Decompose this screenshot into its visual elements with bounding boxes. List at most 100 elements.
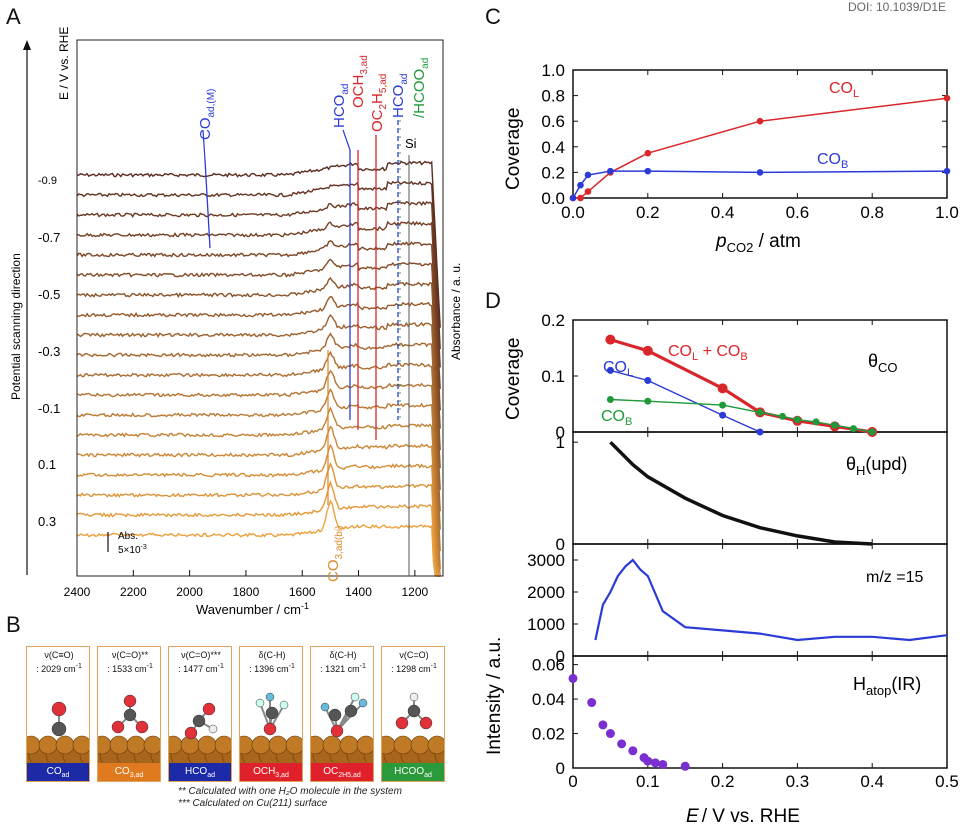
co-b-series-label: COB [817,151,848,171]
wavenumber-tick-label: 1400 [345,585,372,599]
frequency-unit-sup: -1 [146,663,153,670]
oc2h5-band-label: OC2H5,ad [369,74,389,132]
spectrum-line [76,499,441,577]
data-point [606,366,614,374]
atom [409,692,419,702]
data-point [605,729,615,739]
x-tick-label: 1.0 [935,203,959,222]
atom [123,694,137,708]
adsorbate-card: δ(C-H): 1396 cm-1 OCH3,ad [239,646,303,782]
atom [51,701,67,717]
y-tick-label: 0.6 [541,112,565,131]
co-b-label-d: COB [601,408,632,428]
atom [135,720,149,734]
panel-letter-d: D [485,288,501,313]
data-point [719,401,727,409]
vibration-mode-name: ν(C=O)** [111,650,149,660]
data-point [680,761,690,771]
frequency-unit-sup: -1 [288,663,295,670]
si-band-label: Si [405,136,417,151]
adsorbate-label-sub: ad [207,772,216,779]
y-tick-label: 0.02 [532,725,565,744]
atom [255,698,265,708]
data-point [778,412,786,420]
vibration-mode-name: ν(C=O)*** [181,650,221,660]
data-point [644,397,652,405]
vibration-mode: ν(C=O): 1298 cm-1 [384,650,444,675]
co-l-series-label: COL [829,80,859,100]
atom [407,704,421,718]
x-tick-label: 0.2 [711,772,735,791]
spectra-group [76,160,441,577]
vibration-frequency: : 1477 cm-1 [178,663,224,674]
x-tick-label: 0.2 [636,203,660,222]
vibration-mode: ν(C=O)*** : 1477 cm-1 [171,650,231,675]
data-point [644,167,652,175]
vibration-frequency: : 1298 cm-1 [391,663,437,674]
co-l-label-d: COL [603,359,633,379]
molecule-structure-image [240,692,302,767]
hco1-band-leader [342,129,351,151]
spectrum-line [76,406,441,577]
spectrum-line [76,388,441,570]
data-point [568,673,578,683]
spectrum-line [76,258,441,429]
note-1: ** Calculated with one H₂O molecule in t… [178,786,402,797]
atom [265,692,275,702]
y-tick-label: 1000 [527,615,565,634]
spectrum-line [76,425,441,577]
y-tick-label: 0.04 [532,690,565,709]
data-point [643,756,653,766]
x-tick-label: 0.4 [711,203,735,222]
y-tick-label: 0.06 [532,656,565,675]
spectrum-line [76,480,441,577]
scale-bar-value: 5×10-3 [118,544,147,556]
y-tick-label: 0.2 [541,311,565,330]
atom [395,716,409,730]
vibration-mode-name: ν(C≡O) [44,650,74,660]
x-tick-label: 0.3 [786,772,810,791]
y-tick-label: 0.0 [541,189,565,208]
wavenumber-tick-label: 2400 [64,585,91,599]
x-tick-label: 0.0 [561,203,585,222]
cu-atom [356,735,373,755]
spectrum-line [76,350,441,530]
wavenumber-axis-label: Wavenumber / cm-1 [196,601,309,617]
molecule-structure-image [382,692,444,767]
data-point [943,167,951,175]
data-point [717,383,728,394]
y-tick-label: 0.2 [541,163,565,182]
x-tick-label: 0.1 [636,772,660,791]
data-point [587,698,597,708]
data-point [577,181,584,189]
cu-atom [214,735,231,755]
hco2-band-label: HCOad [390,74,410,118]
wavenumber-tick-label: 1200 [401,585,428,599]
spectra-plot-frame [76,39,444,577]
spectrum-line [76,313,441,490]
data-point [868,428,876,436]
y-tick-label: 0 [556,423,565,442]
co3-band-label: CO3,ad(bi) [325,526,345,582]
panel-letter-b: B [6,612,21,637]
adsorbate-label-sub: ad [61,772,70,779]
atom [350,692,360,702]
data-point [644,149,652,157]
data-point [756,408,764,416]
spectrum-line [76,160,441,328]
y-tick-label: 0.1 [541,367,565,386]
adsorbate-card: ν(C≡O): 2029 cm-1 COad [26,646,90,782]
pco2-axis-label: pCO2 / atm [715,231,801,255]
series-line [594,558,948,642]
molecule-structure-image [311,692,373,767]
x-tick-label: 0.6 [786,203,810,222]
spectrum-line [76,220,441,389]
data-point [628,746,638,756]
vibration-mode: ν(C=O)**: 1533 cm-1 [100,650,160,675]
theta-h-label: θH(upd) [846,454,907,478]
atom [320,702,330,712]
y-tick-label: 0 [556,759,565,778]
wavenumber-tick-label: 2000 [176,585,203,599]
